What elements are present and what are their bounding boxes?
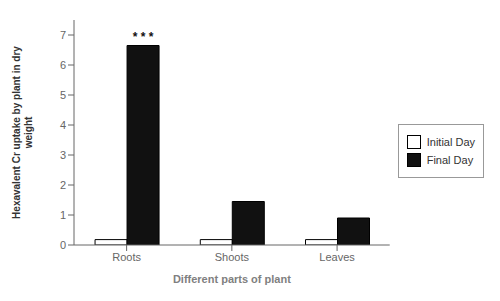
svg-text:4: 4 [60,119,66,131]
svg-text:0: 0 [60,239,66,251]
svg-text:5: 5 [60,89,66,101]
svg-text:2: 2 [60,179,66,191]
svg-text:7: 7 [60,29,66,41]
html-text:Initial Day: Initial Day [426,135,475,148]
svg-text:Roots: Roots [112,251,141,263]
svg-text:Different parts of plant: Different parts of plant [173,273,291,285]
svg-text:3: 3 [60,149,66,161]
svg-text:* * *: * * * [133,30,154,44]
svg-text:1: 1 [60,209,66,221]
svg-text:6: 6 [60,59,66,71]
html-text:Final Day: Final Day [426,153,474,166]
svg-text:Hexavalent Cr uptake by plant: Hexavalent Cr uptake by plant in dryweig… [11,46,34,219]
svg-text:Leaves: Leaves [319,251,355,263]
svg-text:Shoots: Shoots [215,251,250,263]
